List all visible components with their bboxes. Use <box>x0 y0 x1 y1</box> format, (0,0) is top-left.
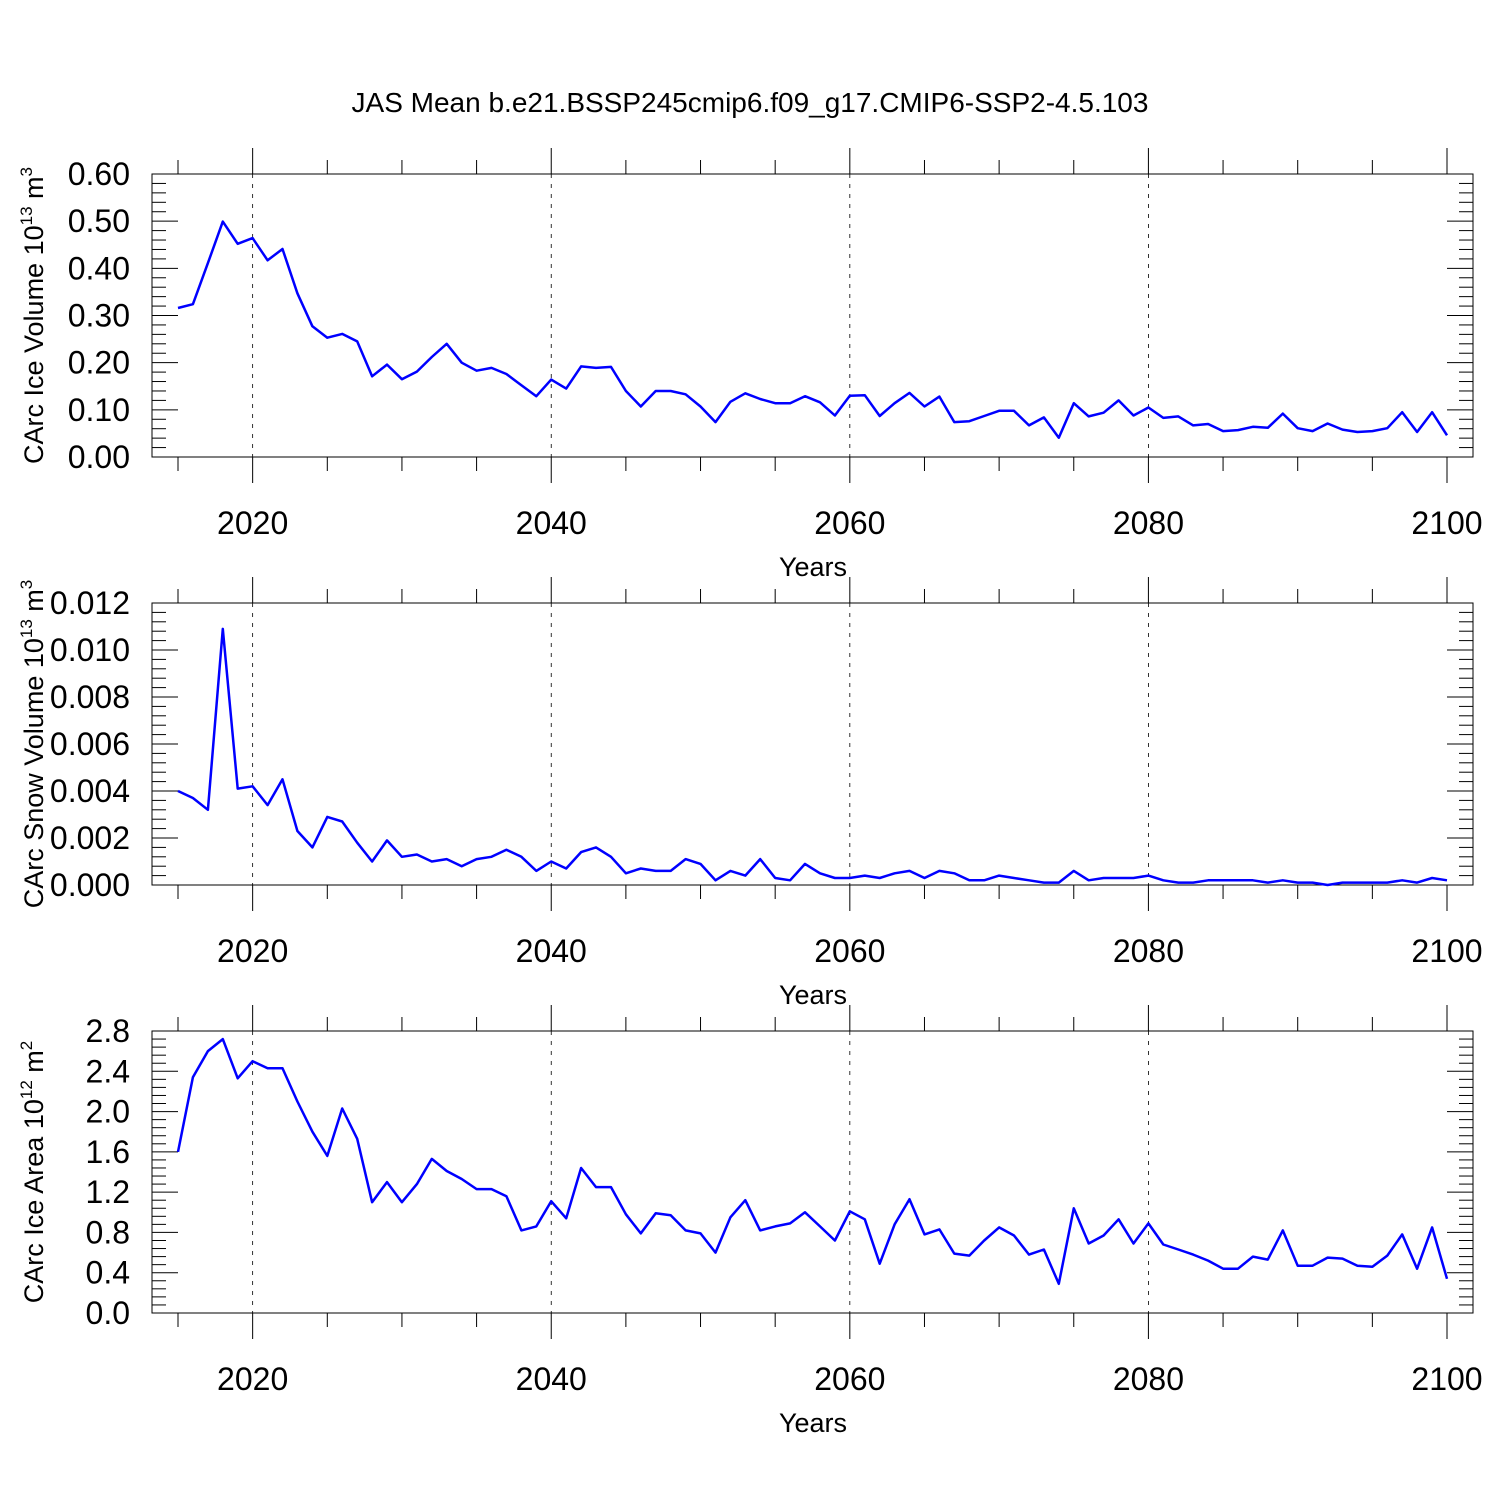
y-tick-label: 2.8 <box>86 1013 130 1049</box>
chart-panel-1: 2020 2040 2060 2080 2100 0.00 0.10 0.20 0.30 0.40… <box>17 148 1483 582</box>
y-tick-label: 2.4 <box>86 1053 130 1089</box>
y-tick-label: 1.6 <box>86 1134 130 1170</box>
y-tick-label: 1.2 <box>86 1174 130 1210</box>
y-tick-label: 0.0 <box>86 1295 130 1331</box>
x-tick-label: 2100 <box>1411 505 1482 541</box>
plot-frame <box>151 602 1474 886</box>
y-tick-label: 2.0 <box>86 1094 130 1130</box>
x-tick-label: 2060 <box>814 505 885 541</box>
x-tick-label: 2060 <box>814 933 885 969</box>
plot-frame <box>151 173 1474 458</box>
y-tick-label: 0.20 <box>68 345 130 381</box>
x-tick-label: 2080 <box>1113 1361 1184 1397</box>
y-tick-label: 0.010 <box>50 632 130 668</box>
x-tick-label: 2020 <box>217 505 288 541</box>
y-axis-label: CArc Ice Volume 1013 m3 <box>17 167 49 464</box>
x-tick-label: 2100 <box>1411 933 1482 969</box>
x-tick-label: 2100 <box>1411 1361 1482 1397</box>
x-tick-label: 2020 <box>217 933 288 969</box>
y-tick-label: 0.10 <box>68 392 130 428</box>
series-line <box>177 627 1448 887</box>
y-tick-label: 0.40 <box>68 250 130 286</box>
x-tick-label: 2040 <box>516 505 587 541</box>
y-tick-label: 0.000 <box>50 867 130 903</box>
plot-frame <box>151 1030 1474 1314</box>
chart-panel-2: 2020 2040 2060 2080 2100 0.000 0.002 0.004 0.006… <box>17 577 1483 1010</box>
y-tick-label: 0.012 <box>50 585 130 621</box>
y-tick-label: 0.30 <box>68 298 130 334</box>
x-tick-label: 2080 <box>1113 505 1184 541</box>
x-tick-label: 2040 <box>516 1361 587 1397</box>
y-tick-label: 0.004 <box>50 773 130 809</box>
x-tick-label: 2080 <box>1113 933 1184 969</box>
series-line <box>177 220 1449 439</box>
x-tick-label: 2020 <box>217 1361 288 1397</box>
y-tick-label: 0.002 <box>50 820 130 856</box>
series-line <box>176 1037 1449 1286</box>
y-tick-label: 0.006 <box>50 726 130 762</box>
x-tick-label: 2040 <box>516 933 587 969</box>
y-tick-label: 0.00 <box>68 439 130 475</box>
y-tick-label: 0.4 <box>86 1255 130 1291</box>
x-axis-label: Years <box>779 552 847 582</box>
chart-title: JAS Mean b.e21.BSSP245cmip6.f09_g17.CMIP… <box>352 87 1149 118</box>
chart-panel-3: 2020 2040 2060 2080 2100 0.0 0.4 0.8 1.2 1.6 2.0 2.… <box>17 1005 1483 1438</box>
y-tick-label: 0.8 <box>86 1214 130 1250</box>
y-tick-label: 0.50 <box>68 203 130 239</box>
x-axis-label: Years <box>779 980 847 1010</box>
y-axis-label: CArc Snow Volume 1013 m3 <box>17 580 49 909</box>
y-tick-label: 0.008 <box>50 679 130 715</box>
x-axis-label: Years <box>779 1408 847 1438</box>
x-tick-label: 2060 <box>814 1361 885 1397</box>
y-tick-label: 0.60 <box>68 156 130 192</box>
y-axis-label: CArc Ice Area 1012 m2 <box>17 1041 49 1304</box>
